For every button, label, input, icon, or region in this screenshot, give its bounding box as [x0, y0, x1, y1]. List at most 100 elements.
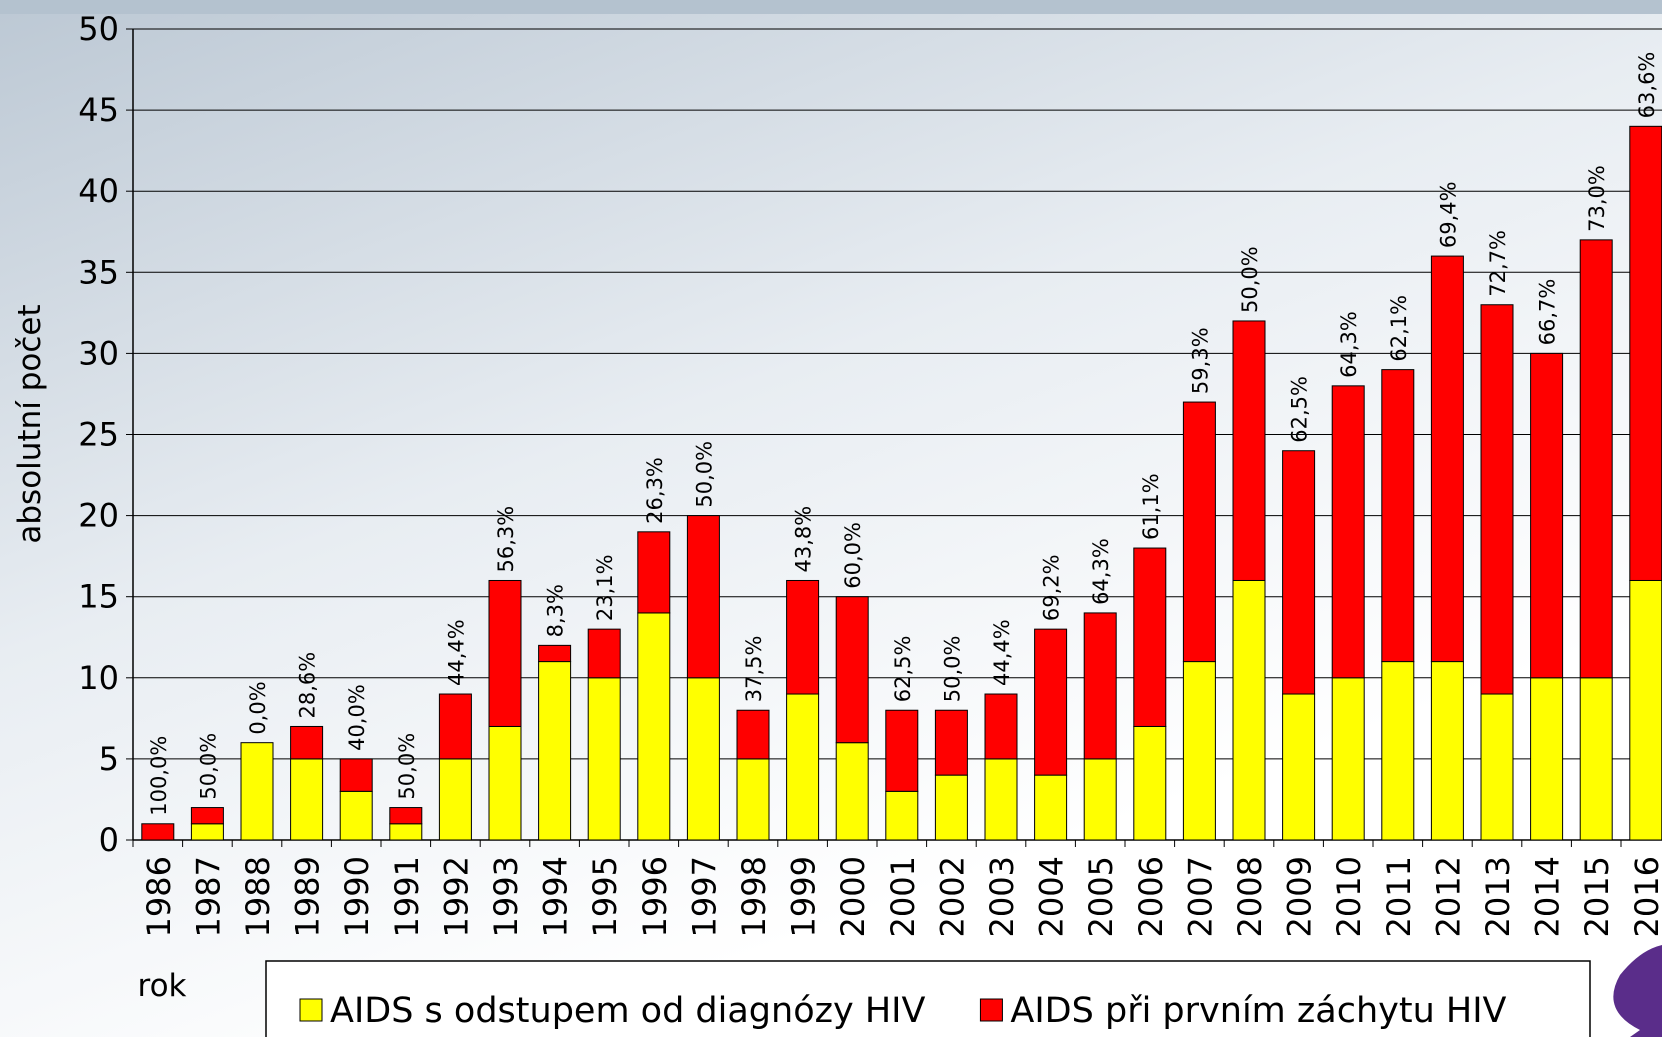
bar-segment — [934, 709, 968, 776]
bar-annotation: 59,3% — [1188, 327, 1212, 394]
x-tick-label: 2012 — [1429, 856, 1467, 937]
legend: AIDS s odstupem od diagnózy HIV AIDS při … — [265, 960, 1591, 1037]
bar-segment — [1480, 693, 1514, 841]
bar-segment — [1331, 677, 1365, 841]
bar-segment — [736, 758, 770, 841]
y-tick-label: 10 — [78, 659, 119, 697]
bar-segment — [835, 596, 869, 744]
x-tick-label: 2006 — [1132, 856, 1170, 937]
x-tick-label: 2001 — [884, 856, 922, 937]
bar-annotation: 69,4% — [1436, 181, 1460, 248]
bar-segment — [934, 774, 968, 841]
bar-segment — [984, 758, 1018, 841]
bar-segment — [538, 644, 572, 663]
x-tick-label: 1992 — [437, 856, 475, 937]
x-tick-label: 1997 — [685, 856, 723, 937]
bar-segment — [1480, 304, 1514, 695]
bar-segment — [885, 790, 919, 841]
x-axis-label: rok — [138, 968, 187, 1004]
bar-annotation: 50,0% — [395, 733, 419, 800]
bar-segment — [637, 612, 671, 841]
bar-segment — [1133, 725, 1167, 841]
x-tick-label: 1994 — [537, 856, 575, 937]
bar-segment — [1629, 579, 1662, 841]
y-tick-label: 45 — [78, 91, 119, 129]
bar-annotation: 64,3% — [1337, 311, 1361, 378]
bar-segment — [339, 790, 373, 841]
bar-segment — [190, 807, 224, 825]
bar-annotation: 64,3% — [1089, 538, 1113, 605]
bar-segment — [587, 628, 621, 679]
x-tick-label: 2008 — [1231, 856, 1269, 937]
x-tick-label: 2015 — [1578, 856, 1616, 937]
bar-annotation: 63,6% — [1635, 52, 1659, 119]
bar-segment — [240, 742, 274, 841]
bar-annotation: 37,5% — [742, 636, 766, 703]
bar-segment — [1530, 677, 1564, 841]
y-tick-label: 5 — [99, 740, 119, 778]
bar-annotation: 62,5% — [1288, 376, 1312, 443]
bar-segment — [984, 693, 1018, 760]
bar-segment — [786, 693, 820, 841]
bar-segment — [438, 693, 472, 760]
bar-segment — [1083, 612, 1117, 760]
bar-annotation: 8,3% — [544, 584, 568, 637]
logo — [1613, 945, 1662, 1037]
bar-segment — [389, 807, 423, 825]
bar-segment — [290, 758, 324, 841]
y-tick-label: 25 — [78, 416, 119, 454]
x-tick-label: 2013 — [1479, 856, 1517, 937]
bar-segment — [1232, 320, 1266, 581]
bar-segment — [190, 823, 224, 841]
bar-segment — [1331, 385, 1365, 679]
bar-annotation: 61,1% — [1139, 473, 1163, 540]
bar-segment — [141, 823, 175, 841]
y-tick-label: 30 — [78, 334, 119, 372]
bar-segment — [1381, 661, 1415, 841]
legend-label: AIDS při prvním záchytu HIV — [1010, 991, 1506, 1031]
bar-annotation: 62,5% — [891, 636, 915, 703]
bar-segment — [1232, 579, 1266, 841]
bar-segment — [885, 709, 919, 792]
top-band — [0, 0, 1662, 14]
y-axis-label: absolutní počet — [12, 304, 48, 543]
bar-annotation: 50,0% — [692, 441, 716, 508]
y-tick-label: 0 — [99, 821, 119, 859]
x-tick-label: 2005 — [1082, 856, 1120, 937]
bar-annotation: 72,7% — [1486, 230, 1510, 297]
x-tick-label: 2011 — [1380, 856, 1418, 937]
bar-segment — [1381, 369, 1415, 663]
bar-annotation: 69,2% — [1040, 554, 1064, 621]
bar-annotation: 56,3% — [494, 506, 518, 573]
legend-label: AIDS s odstupem od diagnózy HIV — [330, 991, 925, 1031]
bar-segment — [587, 677, 621, 841]
y-tick-label: 50 — [78, 10, 119, 48]
y-tick-label: 40 — [78, 172, 119, 210]
x-tick-label: 2016 — [1628, 856, 1662, 937]
bar-annotation: 0,0% — [246, 681, 270, 734]
bar-segment — [1430, 255, 1464, 663]
bar-annotation: 50,0% — [1238, 246, 1262, 313]
x-tick-label: 1987 — [189, 856, 227, 937]
bar-segment — [1282, 450, 1316, 695]
bar-segment — [686, 677, 720, 841]
y-tick-label: 20 — [78, 497, 119, 535]
bar-annotation: 43,8% — [792, 506, 816, 573]
x-tick-label: 1991 — [388, 856, 426, 937]
x-tick-label: 2002 — [933, 856, 971, 937]
bar-annotation: 44,4% — [990, 619, 1014, 686]
bar-segment — [1034, 628, 1068, 776]
x-tick-label: 2007 — [1181, 856, 1219, 937]
bar-segment — [488, 725, 522, 841]
x-tick-label: 1989 — [289, 856, 327, 937]
bar-segment — [1182, 401, 1216, 663]
x-tick-label: 1986 — [140, 856, 178, 937]
x-tick-label: 1993 — [487, 856, 525, 937]
bar-segment — [438, 758, 472, 841]
bar-annotation: 40,0% — [345, 684, 369, 751]
bar-segment — [835, 742, 869, 841]
bar-segment — [1133, 547, 1167, 727]
bar-segment — [389, 823, 423, 841]
bar-segment — [1282, 693, 1316, 841]
